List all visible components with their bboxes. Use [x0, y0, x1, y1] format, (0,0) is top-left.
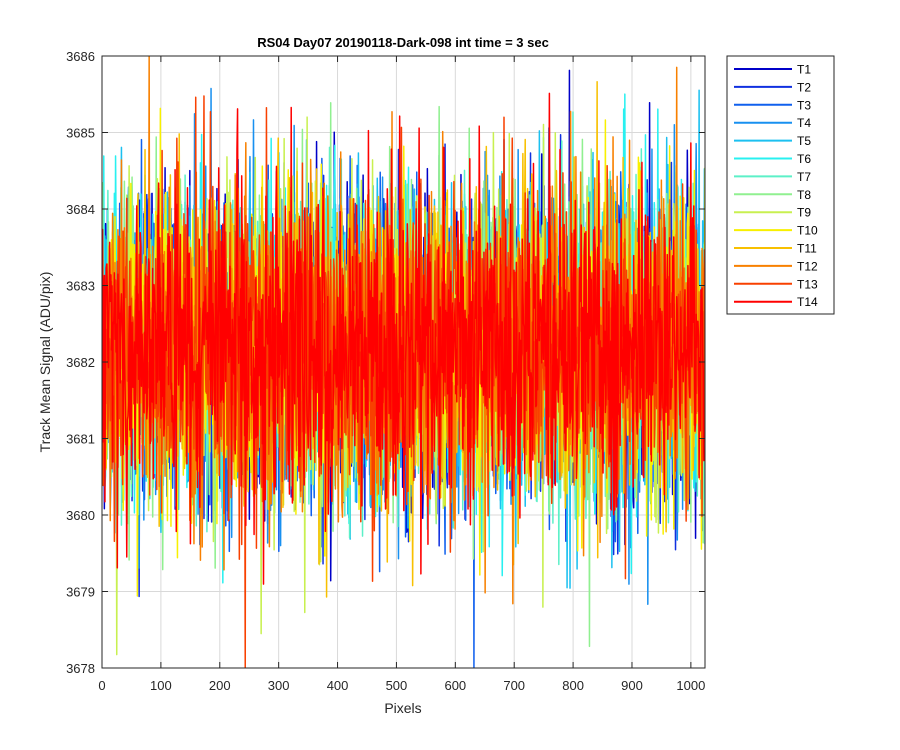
- legend-label: T1: [797, 63, 811, 77]
- y-tick-label: 3681: [66, 432, 95, 447]
- y-tick-label: 3678: [66, 661, 95, 676]
- legend-label: T10: [797, 224, 818, 238]
- x-tick-label: 600: [444, 678, 466, 693]
- legend-entry-t1: T1: [734, 63, 811, 77]
- legend-label: T8: [797, 188, 811, 202]
- x-tick-label: 1000: [676, 678, 705, 693]
- y-tick-label: 3680: [66, 508, 95, 523]
- legend-label: T9: [797, 206, 811, 220]
- x-tick-label: 500: [386, 678, 408, 693]
- legend-label: T3: [797, 98, 811, 112]
- legend-label: T2: [797, 80, 811, 94]
- legend-label: T11: [797, 242, 817, 256]
- legend-entries: T1 T2 T3 T4 T5 T6 T7 T8 T9 T10 T11 T12 T13 T14: [734, 63, 818, 309]
- plot-area: 0 100 200 300 400 500 600 700 800 900 1000 3678367…: [66, 49, 706, 693]
- x-axis-label: Pixels: [384, 700, 421, 716]
- x-tick-label: 900: [621, 678, 643, 693]
- legend-entry-t7: T7: [734, 170, 811, 184]
- chart-title: RS04 Day07 20190118-Dark-098 int time = …: [257, 35, 549, 50]
- legend-entry-t13: T13: [734, 277, 818, 291]
- y-tick-label: 3686: [66, 49, 95, 64]
- legend-label: T7: [797, 170, 811, 184]
- legend: T1 T2 T3 T4 T5 T6 T7 T8 T9 T10 T11 T12 T13 T14: [726, 55, 835, 315]
- legend-label: T5: [797, 134, 811, 148]
- legend-label: T6: [797, 152, 811, 166]
- x-tick-label: 200: [209, 678, 231, 693]
- y-tick-label: 3685: [66, 126, 95, 141]
- y-axis-ticks: 3678 3679 3680 3681 3682 3683 3684 3685 3686: [66, 49, 705, 676]
- x-tick-label: 700: [503, 678, 525, 693]
- y-axis-label: Track Mean Signal (ADU/pix): [37, 272, 53, 453]
- legend-entry-t5: T5: [734, 134, 811, 148]
- legend-entry-t14: T14: [734, 295, 818, 309]
- y-tick-label: 3679: [66, 585, 95, 600]
- legend-entry-t6: T6: [734, 152, 811, 166]
- x-tick-label: 800: [562, 678, 584, 693]
- x-tick-label: 100: [150, 678, 172, 693]
- legend-entry-t11: T11: [734, 242, 817, 256]
- x-tick-label: 400: [327, 678, 349, 693]
- series-line-t14: [102, 92, 705, 585]
- y-tick-label: 3684: [66, 202, 95, 217]
- legend-entry-t2: T2: [734, 80, 811, 94]
- y-tick-label: 3682: [66, 355, 95, 370]
- legend-entry-t4: T4: [734, 116, 811, 130]
- series-lines: [102, 56, 705, 668]
- legend-label: T12: [797, 259, 818, 273]
- x-tick-label: 0: [98, 678, 105, 693]
- legend-entry-t3: T3: [734, 98, 811, 112]
- legend-label: T13: [797, 277, 818, 291]
- legend-entry-t10: T10: [734, 224, 818, 238]
- y-tick-label: 3683: [66, 279, 95, 294]
- legend-entry-t9: T9: [734, 206, 811, 220]
- legend-label: T4: [797, 116, 811, 130]
- x-axis-ticks: 0 100 200 300 400 500 600 700 800 900 1000: [98, 56, 705, 693]
- legend-box: [726, 55, 835, 315]
- legend-entry-t12: T12: [734, 259, 818, 273]
- x-tick-label: 300: [268, 678, 290, 693]
- legend-label: T14: [797, 295, 818, 309]
- legend-entry-t8: T8: [734, 188, 811, 202]
